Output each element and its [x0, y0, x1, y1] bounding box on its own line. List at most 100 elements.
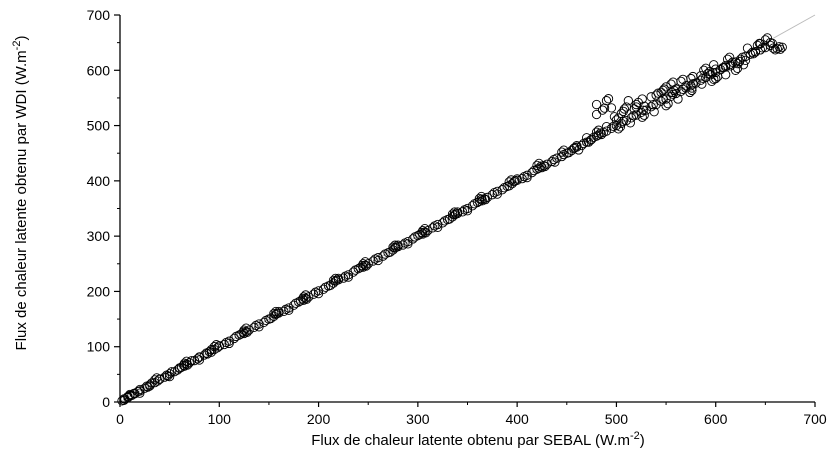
- x-tick-label: 400: [505, 411, 529, 427]
- data-point: [330, 273, 341, 284]
- data-point: [390, 240, 400, 250]
- data-point: [649, 107, 659, 117]
- data-point: [593, 125, 604, 135]
- data-point: [408, 234, 418, 244]
- data-point: [765, 37, 775, 48]
- data-point: [609, 112, 620, 122]
- data-point: [719, 62, 729, 73]
- data-point: [742, 43, 753, 53]
- data-point: [536, 161, 546, 171]
- data-point: [653, 88, 663, 98]
- data-point: [722, 54, 733, 64]
- data-point: [181, 356, 192, 366]
- data-point: [418, 225, 428, 236]
- data-point: [467, 201, 478, 211]
- data-point: [626, 113, 636, 123]
- data-point: [507, 178, 517, 189]
- data-point: [585, 135, 596, 145]
- data-point: [709, 74, 719, 84]
- data-point: [564, 148, 574, 158]
- data-point: [619, 104, 630, 114]
- data-point: [358, 259, 368, 269]
- data-point: [388, 242, 398, 252]
- data-point: [192, 354, 203, 364]
- data-point: [266, 313, 276, 324]
- data-point: [343, 270, 354, 280]
- data-point: [527, 167, 537, 178]
- data-point: [420, 223, 430, 234]
- x-axis-title-close: ): [640, 432, 645, 449]
- data-point: [621, 102, 632, 112]
- data-point: [135, 386, 145, 396]
- data-point: [625, 118, 635, 128]
- data-point: [271, 306, 281, 317]
- data-point: [701, 63, 711, 73]
- data-point: [211, 340, 221, 350]
- data-point: [606, 123, 617, 133]
- data-point: [685, 87, 695, 98]
- data-point: [164, 371, 175, 382]
- data-point: [391, 242, 401, 252]
- data-point: [179, 358, 190, 368]
- data-point: [433, 222, 443, 232]
- data-point: [135, 388, 145, 398]
- data-point: [762, 33, 773, 43]
- y-axis-title-close: ): [13, 36, 30, 41]
- y-axis-title-main: Flux de chaleur latente obtenu par WDI (…: [13, 50, 30, 350]
- data-point: [302, 294, 312, 304]
- x-ticks: 0 100 200 300 400 500 600 700: [116, 402, 827, 427]
- data-point: [313, 288, 324, 299]
- reference-line-layer: [119, 14, 816, 403]
- x-tick-label: 100: [208, 411, 232, 427]
- data-point: [534, 163, 544, 173]
- data-point: [557, 147, 567, 157]
- y-tick-label: 200: [87, 283, 111, 299]
- y-axis-title-superscript: -2: [11, 41, 23, 51]
- data-point: [591, 109, 602, 120]
- data-point: [504, 181, 514, 191]
- data-point: [284, 305, 294, 315]
- data-point: [616, 118, 627, 129]
- data-point: [567, 145, 577, 156]
- data-point: [457, 207, 468, 217]
- data-point: [663, 99, 673, 109]
- data-point: [593, 130, 604, 140]
- data-point: [613, 113, 624, 123]
- data-point: [194, 355, 205, 365]
- x-tick-label: 500: [605, 411, 629, 427]
- data-point: [613, 124, 624, 134]
- data-point: [774, 42, 784, 52]
- data-point: [421, 228, 431, 238]
- data-point: [669, 85, 679, 96]
- data-point: [686, 81, 696, 91]
- data-point: [522, 172, 532, 183]
- data-point: [373, 255, 383, 266]
- data-point: [150, 375, 160, 385]
- data-point: [583, 137, 594, 147]
- data-point: [637, 94, 647, 104]
- data-points: [117, 33, 787, 406]
- data-point: [462, 206, 473, 216]
- data-point: [699, 65, 709, 75]
- data-point: [254, 322, 264, 332]
- data-point: [724, 52, 735, 62]
- data-point: [637, 112, 647, 122]
- x-axis-title: Flux de chaleur latente obtenu par SEBAL…: [311, 430, 645, 449]
- data-point: [361, 261, 371, 271]
- x-tick-label: 600: [704, 411, 728, 427]
- data-point: [750, 47, 761, 57]
- data-point: [476, 191, 487, 202]
- data-point: [745, 49, 756, 59]
- data-point: [572, 141, 582, 151]
- data-point: [244, 325, 254, 335]
- data-point: [301, 290, 311, 300]
- data-point: [748, 49, 759, 59]
- data-point: [681, 81, 691, 91]
- data-point: [398, 240, 408, 250]
- data-point: [661, 82, 671, 92]
- data-point: [658, 85, 668, 96]
- data-point: [623, 96, 633, 106]
- data-point: [166, 367, 177, 377]
- data-point: [348, 267, 358, 277]
